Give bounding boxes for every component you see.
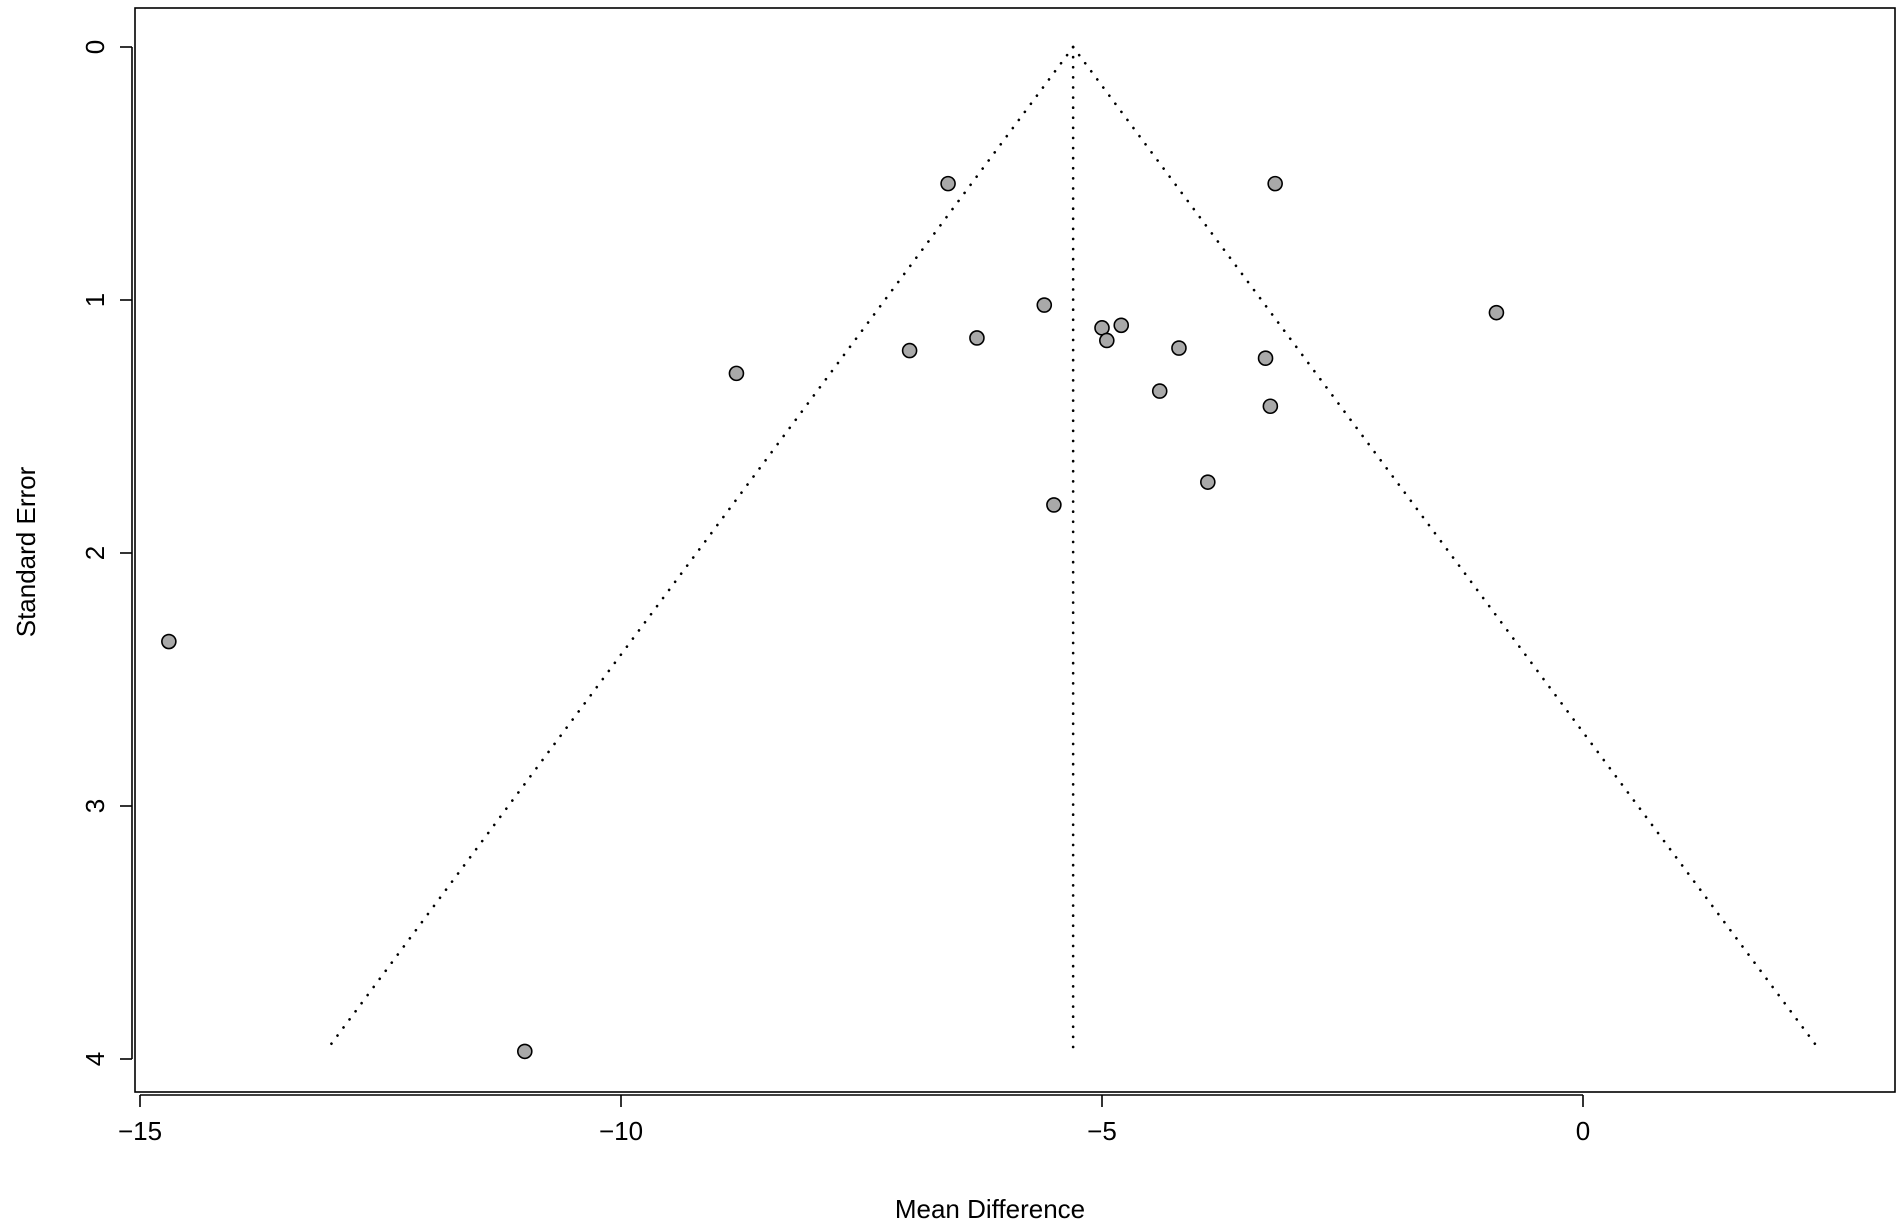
study-point bbox=[1200, 474, 1216, 490]
study-point bbox=[1151, 383, 1168, 399]
y-axis: 0 1 2 3 4 bbox=[80, 40, 133, 1066]
x-tick-label: −15 bbox=[118, 1116, 162, 1146]
study-point bbox=[1099, 332, 1115, 349]
study-point bbox=[728, 365, 745, 382]
study-point bbox=[901, 342, 918, 359]
x-tick-label: 0 bbox=[1576, 1116, 1590, 1146]
study-point bbox=[940, 175, 956, 192]
y-tick-label: 1 bbox=[80, 293, 110, 307]
y-axis-title: Standard Error bbox=[11, 466, 41, 637]
x-axis-title: Mean Difference bbox=[895, 1194, 1085, 1224]
y-tick-label: 3 bbox=[80, 799, 110, 813]
plot-frame bbox=[134, 7, 1896, 1093]
x-tick-label: −10 bbox=[599, 1116, 643, 1146]
study-point bbox=[969, 330, 985, 346]
x-axis: −15 −10 −5 0 bbox=[118, 1094, 1590, 1146]
funnel-left-line bbox=[326, 45, 1075, 1051]
study-point bbox=[161, 633, 177, 650]
y-tick-label: 2 bbox=[80, 546, 110, 560]
funnel-lines bbox=[326, 45, 1820, 1051]
funnel-right-line bbox=[1071, 45, 1820, 1051]
x-tick-label: −5 bbox=[1087, 1116, 1117, 1146]
study-point bbox=[1036, 297, 1053, 313]
y-tick-label: 4 bbox=[80, 1052, 110, 1066]
study-point bbox=[1046, 497, 1062, 513]
y-tick-label: 0 bbox=[80, 40, 110, 54]
study-point bbox=[1262, 398, 1279, 415]
study-point bbox=[1488, 304, 1505, 321]
study-point bbox=[516, 1043, 533, 1060]
study-points bbox=[161, 175, 1505, 1060]
study-point bbox=[1267, 175, 1283, 192]
study-point bbox=[1257, 350, 1274, 366]
study-point bbox=[1113, 317, 1130, 334]
study-point bbox=[1171, 340, 1187, 356]
